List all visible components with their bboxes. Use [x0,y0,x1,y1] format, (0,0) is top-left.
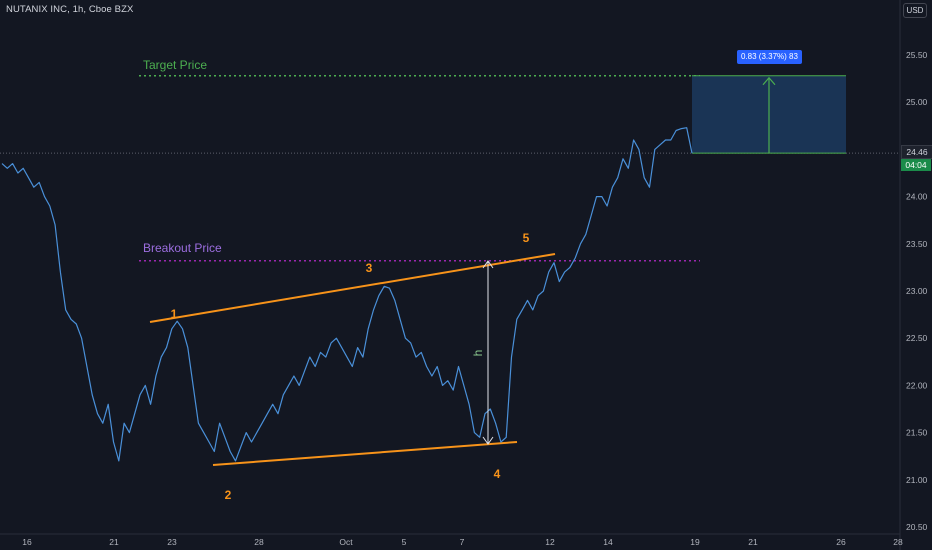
annotations: 1 2 3 4 5 h [171,231,530,502]
y-tick-label: 25.50 [906,50,928,60]
target-arrow-head [762,76,776,86]
measure-label: 0.83 (3.37%) 83 [737,50,802,64]
last-price-badge: 24.46 [901,145,932,159]
x-tick-label: 23 [167,537,177,547]
y-tick-label: 23.50 [906,239,928,249]
x-tick-label: 19 [690,537,700,547]
price-levels: Target Price Breakout Price [0,58,900,262]
lower-trend-line [212,441,518,466]
currency-button[interactable]: USD [903,3,927,18]
x-tick-label: 21 [109,537,119,547]
x-tick-label: 7 [460,537,465,547]
x-tick-label: 28 [254,537,264,547]
chart-title: NUTANIX INC, 1h, Cboe BZX [6,4,134,15]
price-axis: 25.5025.0024.5024.0023.5023.0022.5022.00… [899,0,928,550]
upper-trend-line [149,253,556,323]
pattern-point-3: 3 [366,261,373,275]
y-tick-label: 22.00 [906,380,928,390]
target-measure [692,75,846,154]
time-axis: 16 21 23 28 Oct 5 7 12 14 19 21 26 28 [0,533,903,547]
x-tick-label: Oct [339,537,353,547]
channel-lines [149,253,556,466]
countdown-badge: 04:04 [901,159,931,171]
height-arrow-bottom [482,436,494,445]
height-arrow-top [482,260,494,269]
x-tick-label: 14 [603,537,613,547]
price-series [1,127,693,462]
pattern-point-2: 2 [225,488,232,502]
pattern-point-4: 4 [494,467,501,481]
pattern-point-5: 5 [523,231,530,245]
breakout-price-label: Breakout Price [143,241,222,255]
pattern-point-1: 1 [171,307,178,321]
price-line [1,127,693,462]
x-tick-label: 26 [836,537,846,547]
y-tick-label: 21.50 [906,428,928,438]
y-tick-label: 25.00 [906,97,928,107]
height-label: h [471,350,485,357]
x-tick-label: 12 [545,537,555,547]
x-tick-label: 5 [402,537,407,547]
y-tick-label: 24.00 [906,192,928,202]
x-tick-label: 28 [893,537,903,547]
y-tick-label: 23.00 [906,286,928,296]
x-tick-label: 21 [748,537,758,547]
y-tick-label: 22.50 [906,333,928,343]
target-price-label: Target Price [143,58,207,72]
y-tick-label: 21.00 [906,475,928,485]
y-tick-label: 20.50 [906,522,928,532]
x-tick-label: 16 [22,537,32,547]
